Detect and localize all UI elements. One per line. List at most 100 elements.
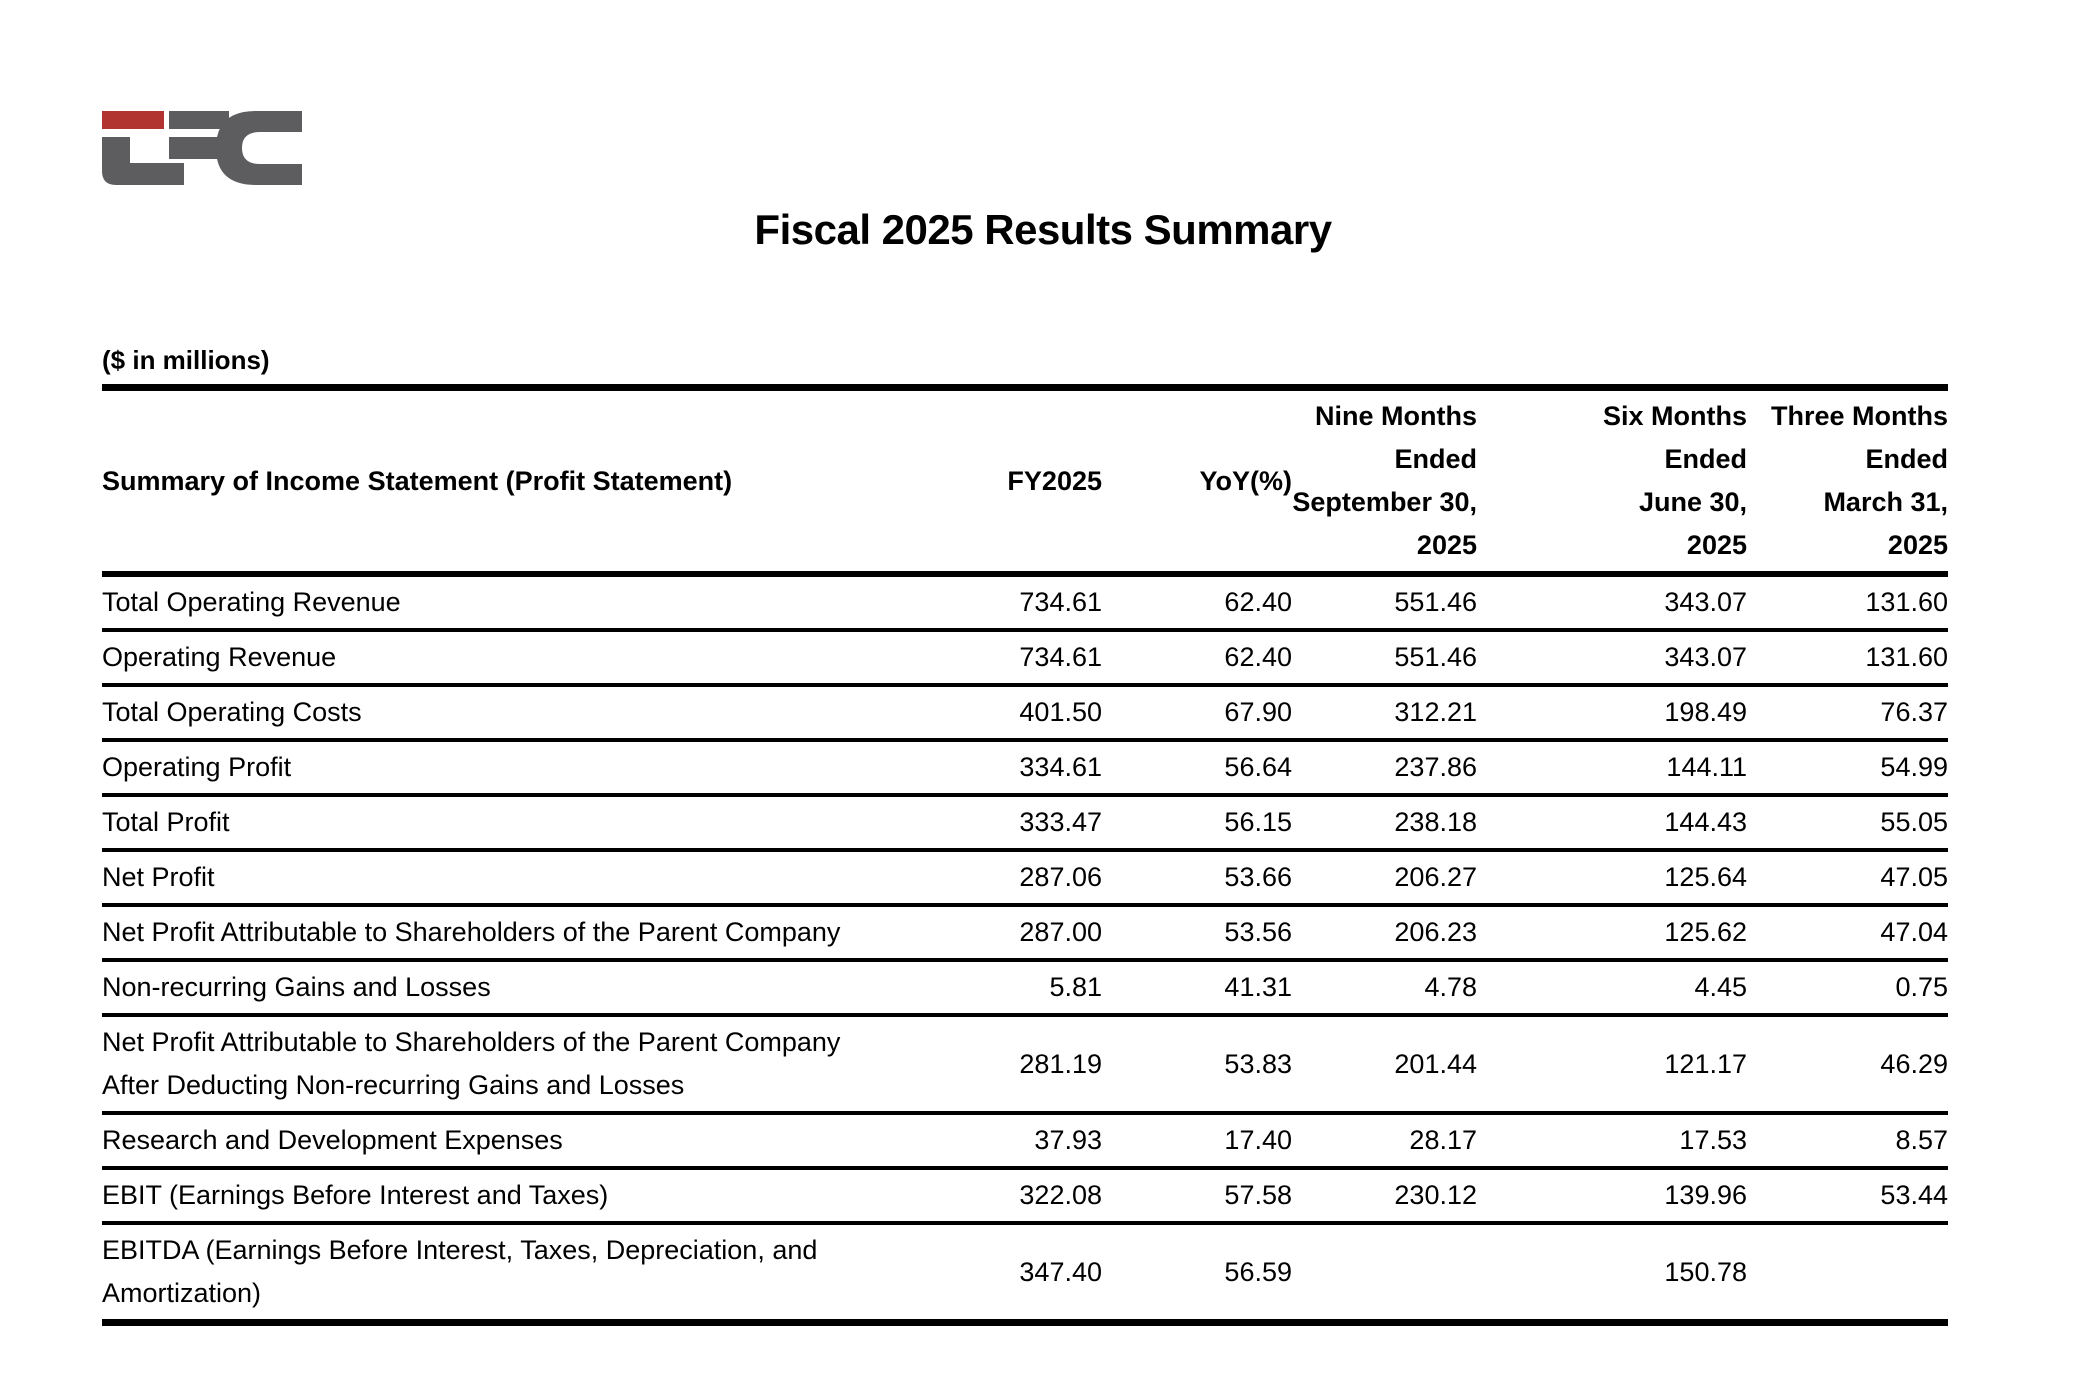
logo-f-mid-bar [169, 137, 230, 159]
row-label: Operating Profit [102, 752, 292, 782]
row-label: EBIT (Earnings Before Interest and Taxes… [102, 1180, 609, 1210]
cell-nine-months: 551.46 [1394, 587, 1477, 617]
cell-nine-months: 4.78 [1424, 972, 1477, 1002]
cell-fy2025: 734.61 [1019, 642, 1102, 672]
row-label: Total Profit [102, 807, 230, 837]
cell-nine-months: 206.23 [1394, 917, 1477, 947]
table-row: Net Profit Attributable to Shareholders … [102, 905, 1948, 960]
cell-fy2025: 287.06 [1019, 862, 1102, 892]
table-row: Net Profit Attributable to Shareholders … [102, 1015, 1948, 1113]
column-header-nine-months: Nine Months Ended September 30, 2025 [1292, 401, 1477, 560]
table-row: Total Operating Revenue 734.61 62.40 551… [102, 574, 1948, 630]
cell-six-months: 17.53 [1679, 1125, 1747, 1155]
row-label: Research and Development Expenses [102, 1125, 563, 1155]
column-header-yoy: YoY(%) [1199, 465, 1293, 496]
cell-three-months: 8.57 [1895, 1125, 1948, 1155]
cell-nine-months: 28.17 [1409, 1125, 1477, 1155]
cell-six-months: 144.43 [1664, 807, 1747, 837]
logo-red-bar [102, 111, 164, 129]
cell-six-months: 343.07 [1664, 587, 1747, 617]
row-label: Net Profit Attributable to Shareholders … [102, 1027, 841, 1100]
cell-six-months: 150.78 [1664, 1256, 1747, 1287]
cell-six-months: 125.62 [1664, 917, 1747, 947]
table-row: Operating Profit 334.61 56.64 237.86 144… [102, 740, 1948, 795]
row-label: EBITDA (Earnings Before Interest, Taxes,… [102, 1235, 818, 1308]
cell-three-months: 131.60 [1865, 642, 1948, 672]
cell-three-months: 0.75 [1895, 972, 1948, 1002]
cell-yoy: 67.90 [1224, 697, 1292, 727]
row-label: Total Operating Costs [102, 697, 362, 727]
income-table-body: Total Operating Revenue 734.61 62.40 551… [102, 574, 1948, 1323]
table-row: Non-recurring Gains and Losses 5.81 41.3… [102, 960, 1948, 1015]
cell-yoy: 57.58 [1224, 1180, 1292, 1210]
table-row: Net Profit 287.06 53.66 206.27 125.64 47… [102, 850, 1948, 905]
cell-yoy: 56.15 [1224, 807, 1292, 837]
cell-nine-months: 206.27 [1394, 862, 1477, 892]
table-row: Total Operating Costs 401.50 67.90 312.2… [102, 685, 1948, 740]
cell-yoy: 53.66 [1224, 862, 1292, 892]
cell-three-months: 131.60 [1865, 587, 1948, 617]
table-row: Total Profit 333.47 56.15 238.18 144.43 … [102, 795, 1948, 850]
cell-fy2025: 5.81 [1049, 972, 1102, 1002]
cell-fy2025: 347.40 [1019, 1256, 1102, 1287]
cell-three-months: 46.29 [1880, 1048, 1948, 1079]
cell-fy2025: 281.19 [1019, 1048, 1102, 1079]
cell-fy2025: 334.61 [1019, 752, 1102, 782]
column-header-fy2025: FY2025 [1007, 465, 1102, 496]
page-title: Fiscal 2025 Results Summary [754, 206, 1332, 253]
table-row: EBIT (Earnings Before Interest and Taxes… [102, 1168, 1948, 1223]
cell-nine-months [1292, 1223, 1477, 1323]
cell-six-months: 139.96 [1664, 1180, 1747, 1210]
cell-six-months: 198.49 [1664, 697, 1747, 727]
logo-c-shape [216, 111, 302, 185]
cell-three-months: 55.05 [1880, 807, 1948, 837]
cell-fy2025: 401.50 [1019, 697, 1102, 727]
cell-three-months: 53.44 [1880, 1180, 1948, 1210]
cell-yoy: 53.56 [1224, 917, 1292, 947]
cell-fy2025: 37.93 [1034, 1125, 1102, 1155]
row-label: Non-recurring Gains and Losses [102, 972, 491, 1002]
cell-yoy: 41.31 [1224, 972, 1292, 1002]
cell-yoy: 62.40 [1224, 587, 1292, 617]
table-row: Research and Development Expenses 37.93 … [102, 1113, 1948, 1168]
cell-nine-months: 238.18 [1394, 807, 1477, 837]
cell-six-months: 125.64 [1664, 862, 1747, 892]
cell-six-months: 121.17 [1664, 1048, 1747, 1079]
cell-fy2025: 734.61 [1019, 587, 1102, 617]
income-statement-table: Summary of Income Statement (Profit Stat… [102, 384, 1948, 1326]
logo-l-shape [102, 137, 184, 185]
logo-f-top-bar [169, 111, 229, 129]
column-header-label: Summary of Income Statement (Profit Stat… [102, 465, 733, 496]
table-row: Operating Revenue 734.61 62.40 551.46 34… [102, 630, 1948, 685]
table-row: EBITDA (Earnings Before Interest, Taxes,… [102, 1223, 1948, 1323]
row-label: Net Profit Attributable to Shareholders … [102, 917, 841, 947]
cell-six-months: 144.11 [1666, 752, 1747, 782]
cell-nine-months: 237.86 [1394, 752, 1477, 782]
cell-three-months: 47.05 [1880, 862, 1948, 892]
row-label: Operating Revenue [102, 642, 337, 672]
cell-nine-months: 312.21 [1394, 697, 1477, 727]
cell-six-months: 4.45 [1694, 972, 1747, 1002]
cell-yoy: 56.59 [1224, 1256, 1292, 1287]
header-row: Summary of Income Statement (Profit Stat… [102, 388, 1948, 574]
row-label: Total Operating Revenue [102, 587, 401, 617]
cell-three-months: 47.04 [1880, 917, 1948, 947]
cell-nine-months: 230.12 [1394, 1180, 1477, 1210]
cell-nine-months: 551.46 [1394, 642, 1477, 672]
cell-fy2025: 333.47 [1019, 807, 1102, 837]
cell-three-months [1747, 1223, 1948, 1323]
cell-yoy: 56.64 [1224, 752, 1292, 782]
cell-fy2025: 287.00 [1019, 917, 1102, 947]
column-header-three-months: Three Months Ended March 31, 2025 [1770, 401, 1948, 560]
company-logo [102, 111, 302, 185]
cell-nine-months: 201.44 [1394, 1048, 1477, 1079]
cell-fy2025: 322.08 [1019, 1180, 1102, 1210]
cell-six-months: 343.07 [1664, 642, 1747, 672]
cell-three-months: 76.37 [1880, 697, 1948, 727]
row-label: Net Profit [102, 862, 215, 892]
cell-three-months: 54.99 [1880, 752, 1948, 782]
units-note: ($ in millions) [102, 345, 270, 375]
column-header-six-months: Six Months Ended June 30, 2025 [1602, 401, 1747, 560]
cell-yoy: 62.40 [1224, 642, 1292, 672]
